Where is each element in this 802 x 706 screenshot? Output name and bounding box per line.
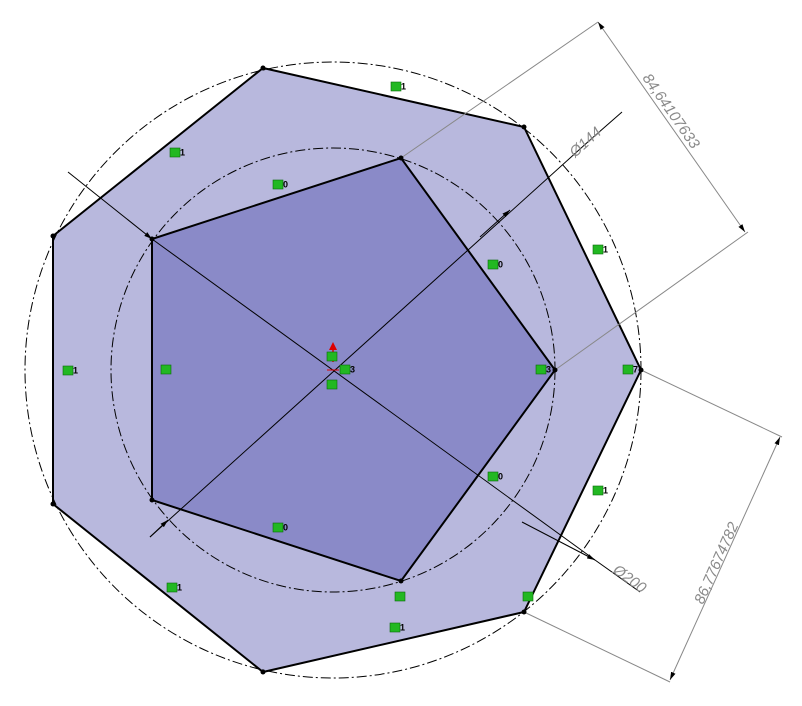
relation-icon [62,365,74,376]
relation-label: 1 [73,365,78,375]
relation-icon [487,471,499,482]
relation-icon [390,81,402,92]
relation-label: 1 [180,147,185,157]
construction-lines [67,111,641,593]
relation-label: 3 [546,364,551,374]
relation-icon [166,582,178,593]
relations: 1 1 0 1 0 1 3 7 3 0 1 0 1 1 [62,81,638,633]
relation-icon [487,259,499,270]
relation-icon [272,179,284,190]
relation-icon [389,622,401,633]
center-point [326,342,339,390]
dimension-lines [400,21,783,683]
dimension-label: Ø144 [566,124,605,162]
relation-label: 1 [400,622,405,632]
relation-label: 0 [498,471,503,481]
relation-label: 1 [603,485,608,495]
relation-label: 1 [177,582,182,592]
dimension-label: Ø200 [609,561,650,597]
relation-icon [592,485,604,496]
dimension-label: 84,64107633 [639,71,704,153]
relation-icon [592,244,604,255]
relation-icon [339,364,351,375]
dimension-label: 86,77674782 [691,519,742,607]
relation-label: 1 [401,81,406,91]
pentagon [151,156,557,583]
relation-icon [169,147,181,158]
relation-label: 3 [350,364,355,374]
relation-label: 0 [498,259,503,269]
relation-icon [622,364,634,375]
relation-icon [535,364,547,375]
relation-label: 7 [633,364,638,374]
relation-label: 0 [283,179,288,189]
vertices [50,65,644,675]
relation-label: 1 [603,244,608,254]
relation-label: 0 [283,522,288,532]
relation-icon [272,522,284,533]
